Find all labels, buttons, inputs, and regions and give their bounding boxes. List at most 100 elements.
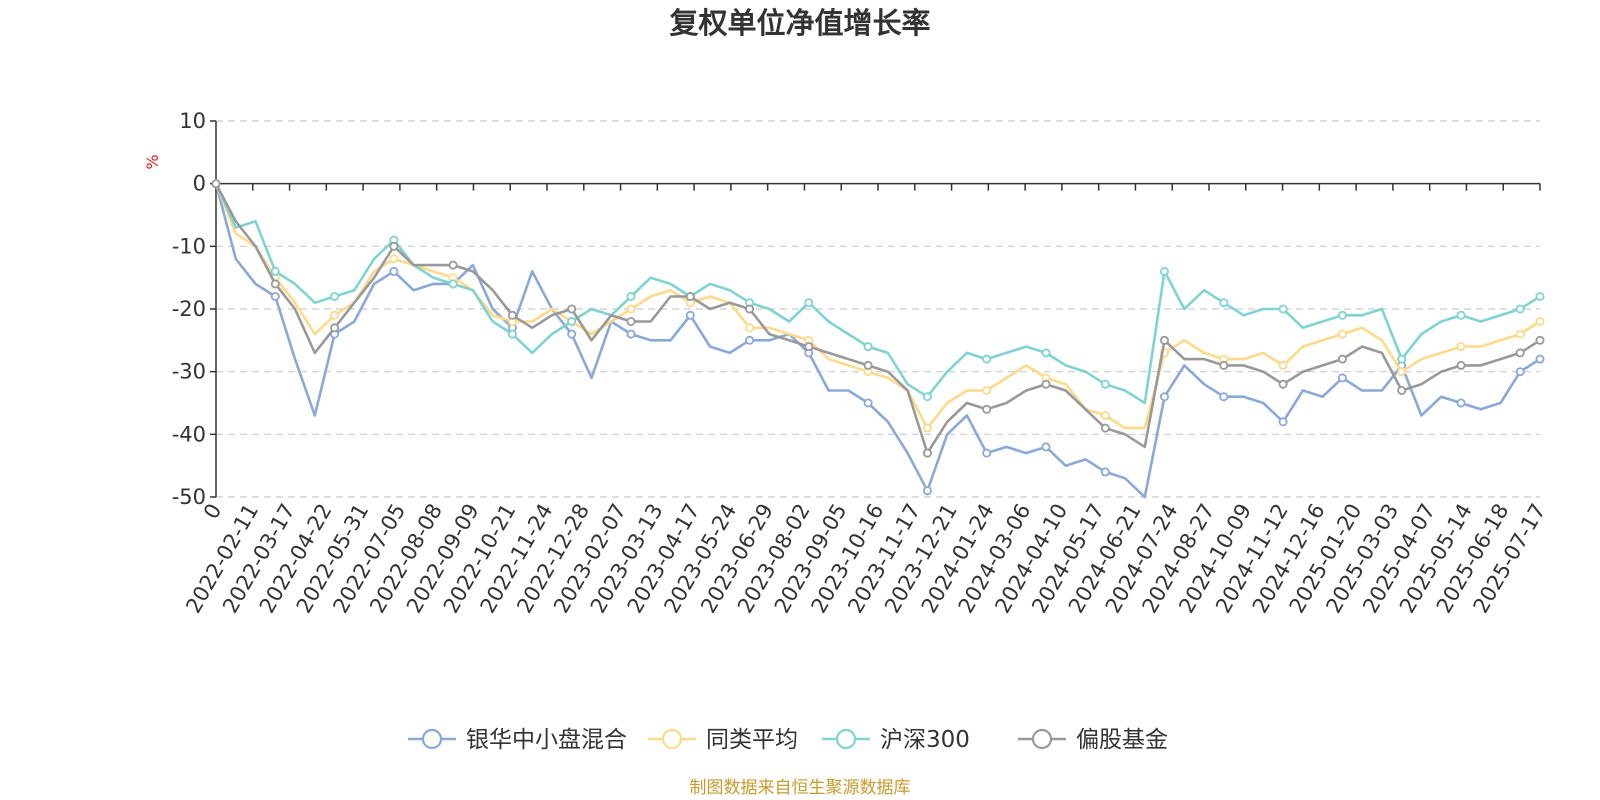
data-point xyxy=(1535,291,1545,301)
data-point xyxy=(1456,360,1466,370)
series-line-0 xyxy=(214,183,1541,499)
data-point xyxy=(1515,329,1525,339)
data-point xyxy=(1515,367,1525,377)
legend[interactable]: 银华中小盘混合 同类平均 沪深300 偏股基金 xyxy=(408,727,1168,753)
data-point xyxy=(1397,385,1407,395)
data-point xyxy=(1337,373,1347,383)
data-point xyxy=(863,398,873,408)
data-point xyxy=(745,323,755,333)
data-point xyxy=(270,291,280,301)
data-point xyxy=(626,329,636,339)
data-point xyxy=(922,448,932,458)
data-point xyxy=(1278,304,1288,314)
data-point xyxy=(1456,398,1466,408)
data-point xyxy=(1041,379,1051,389)
legend-item-2[interactable]: 沪深300 xyxy=(822,727,970,753)
data-point xyxy=(1278,417,1288,427)
data-point xyxy=(1535,335,1545,345)
data-point xyxy=(1100,467,1110,477)
grid-lines xyxy=(216,120,1540,498)
data-point xyxy=(1456,342,1466,352)
data-point xyxy=(507,329,517,339)
data-point xyxy=(1337,329,1347,339)
data-point xyxy=(1397,354,1407,364)
data-point xyxy=(685,291,695,301)
data-point xyxy=(804,342,814,352)
data-point xyxy=(211,179,221,189)
data-point xyxy=(1160,335,1170,345)
data-point xyxy=(1515,304,1525,314)
data-point xyxy=(1100,410,1110,420)
data-point xyxy=(567,304,577,314)
data-point xyxy=(685,310,695,320)
data-point xyxy=(567,316,577,326)
legend-item-1[interactable]: 同类平均 xyxy=(648,727,798,753)
legend-item-0[interactable]: 银华中小盘混合 xyxy=(408,727,627,753)
data-point xyxy=(1219,360,1229,370)
series-lines xyxy=(211,179,1545,499)
data-point xyxy=(626,316,636,326)
data-point xyxy=(1278,360,1288,370)
data-point xyxy=(1100,379,1110,389)
y-tick-label: -10 xyxy=(172,234,206,258)
data-point xyxy=(330,323,340,333)
data-point xyxy=(1515,348,1525,358)
series-line-3 xyxy=(214,183,1541,455)
data-source-note: 制图数据来自恒生聚源数据库 xyxy=(690,778,911,798)
data-point xyxy=(270,266,280,276)
data-point xyxy=(1397,367,1407,377)
data-point xyxy=(1041,442,1051,452)
data-point xyxy=(626,304,636,314)
x-tick-label: 0 xyxy=(199,500,226,524)
data-point xyxy=(1160,266,1170,276)
y-tick-label: -40 xyxy=(172,422,206,446)
data-point xyxy=(1337,354,1347,364)
data-point xyxy=(922,486,932,496)
data-point xyxy=(1456,310,1466,320)
y-tick-label: -30 xyxy=(172,360,206,384)
data-point xyxy=(626,291,636,301)
data-point xyxy=(863,342,873,352)
data-point xyxy=(922,423,932,433)
data-point xyxy=(1337,310,1347,320)
data-point xyxy=(389,241,399,251)
y-tick-label: 10 xyxy=(179,109,206,133)
series-line-2 xyxy=(214,183,1541,405)
chart-title: 复权单位净值增长率 xyxy=(669,6,930,40)
data-point xyxy=(982,448,992,458)
data-point xyxy=(1219,298,1229,308)
data-point xyxy=(1219,392,1229,402)
data-point xyxy=(270,279,280,289)
legend-swatch-marker xyxy=(421,728,443,750)
data-point xyxy=(1535,316,1545,326)
legend-swatch-marker xyxy=(661,728,683,750)
data-point xyxy=(922,392,932,402)
series-line-1 xyxy=(214,183,1541,430)
data-point xyxy=(389,254,399,264)
data-point xyxy=(982,385,992,395)
y-axis-unit-label: % xyxy=(143,154,162,169)
legend-swatch-marker xyxy=(835,728,857,750)
legend-label: 偏股基金 xyxy=(1076,727,1168,753)
legend-swatch-marker xyxy=(1031,728,1053,750)
data-point xyxy=(745,335,755,345)
data-point xyxy=(1278,379,1288,389)
legend-label: 银华中小盘混合 xyxy=(466,727,627,753)
legend-item-3[interactable]: 偏股基金 xyxy=(1018,727,1168,753)
y-tick-label: 0 xyxy=(193,172,206,196)
data-point xyxy=(448,279,458,289)
data-point xyxy=(863,360,873,370)
data-point xyxy=(1535,354,1545,364)
data-point xyxy=(448,260,458,270)
y-tick-label: -50 xyxy=(172,485,206,509)
data-point xyxy=(1041,348,1051,358)
data-point xyxy=(330,310,340,320)
data-point xyxy=(982,404,992,414)
y-tick-label: -20 xyxy=(172,297,206,321)
data-point xyxy=(982,354,992,364)
data-point xyxy=(804,298,814,308)
data-point xyxy=(567,329,577,339)
legend-label: 同类平均 xyxy=(706,727,798,753)
data-point xyxy=(507,310,517,320)
